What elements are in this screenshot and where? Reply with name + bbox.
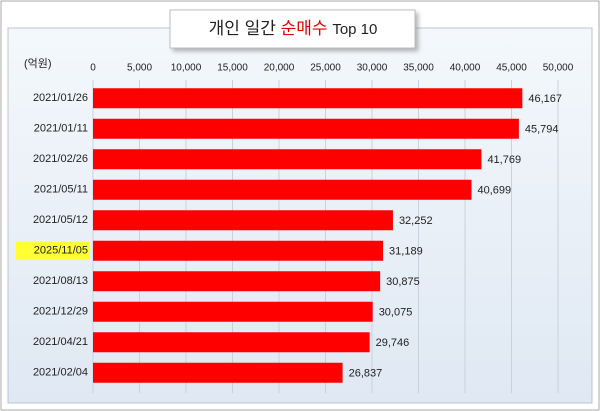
y-tick-label: 2021/05/11 (34, 184, 88, 196)
title-highlight: 순매수 (281, 19, 328, 38)
bar (93, 240, 384, 261)
x-tick-label: 10,000 (171, 63, 202, 74)
value-label: 30,875 (386, 276, 420, 288)
x-tick-label: 15,000 (217, 63, 248, 74)
y-tick-label: 2021/01/26 (33, 92, 88, 104)
value-label: 30,075 (379, 307, 413, 319)
y-tick-label: 2021/04/21 (33, 336, 88, 348)
y-tick-label: 2021/02/26 (33, 153, 88, 165)
title-prefix: 개인 일간 (209, 19, 277, 38)
category-highlight (16, 241, 90, 260)
value-label: 46,167 (528, 93, 562, 105)
bar (93, 210, 393, 231)
value-label: 32,252 (399, 215, 433, 227)
x-tick-label: 35,000 (403, 63, 434, 74)
title-box (169, 9, 416, 49)
y-tick-label: 2021/01/11 (34, 123, 88, 135)
value-label: 40,699 (478, 185, 512, 197)
value-label: 45,794 (525, 124, 559, 136)
bar (93, 88, 523, 109)
y-tick-label: 2021/05/12 (33, 214, 88, 226)
x-tick-label: 40,000 (450, 63, 481, 74)
chart-title: 개인 일간 순매수 Top 10 (209, 19, 378, 38)
x-tick-label: 25,000 (310, 63, 341, 74)
value-label: 31,189 (389, 246, 423, 258)
x-tick-label: 50,000 (543, 63, 574, 74)
bar (93, 179, 472, 200)
y-tick-label: 2021/12/29 (33, 306, 88, 318)
value-label: 41,769 (487, 154, 521, 166)
y-tick-label: 2021/08/13 (33, 275, 88, 287)
x-tick-label: 5,000 (127, 63, 152, 74)
bar (93, 118, 519, 139)
y-tick-label: 2021/02/04 (33, 367, 88, 379)
bar (93, 271, 381, 292)
title-suffix: Top 10 (332, 21, 377, 38)
bar (93, 332, 370, 353)
x-tick-label: 20,000 (264, 63, 295, 74)
x-tick-label: 0 (90, 63, 96, 74)
bar (93, 149, 482, 170)
unit-label: (억원) (24, 57, 52, 70)
bar (93, 362, 343, 383)
y-tick-label: 2025/11/05 (34, 245, 88, 257)
value-label: 29,746 (376, 337, 410, 349)
x-tick-label: 30,000 (357, 63, 388, 74)
bar (93, 301, 373, 322)
x-tick-label: 45,000 (496, 63, 527, 74)
value-label: 26,837 (349, 368, 383, 380)
